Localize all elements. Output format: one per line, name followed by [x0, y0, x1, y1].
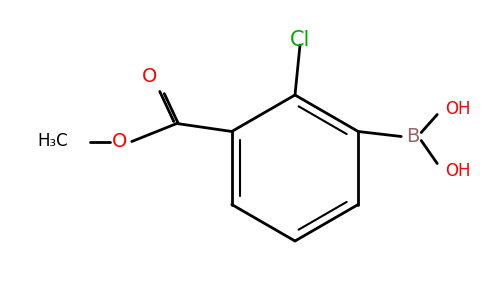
Text: B: B [407, 127, 420, 146]
Text: OH: OH [445, 100, 471, 118]
Text: O: O [142, 67, 157, 86]
Text: Cl: Cl [290, 30, 310, 50]
Text: O: O [112, 132, 127, 151]
Text: H₃C: H₃C [37, 133, 68, 151]
Text: OH: OH [445, 163, 471, 181]
